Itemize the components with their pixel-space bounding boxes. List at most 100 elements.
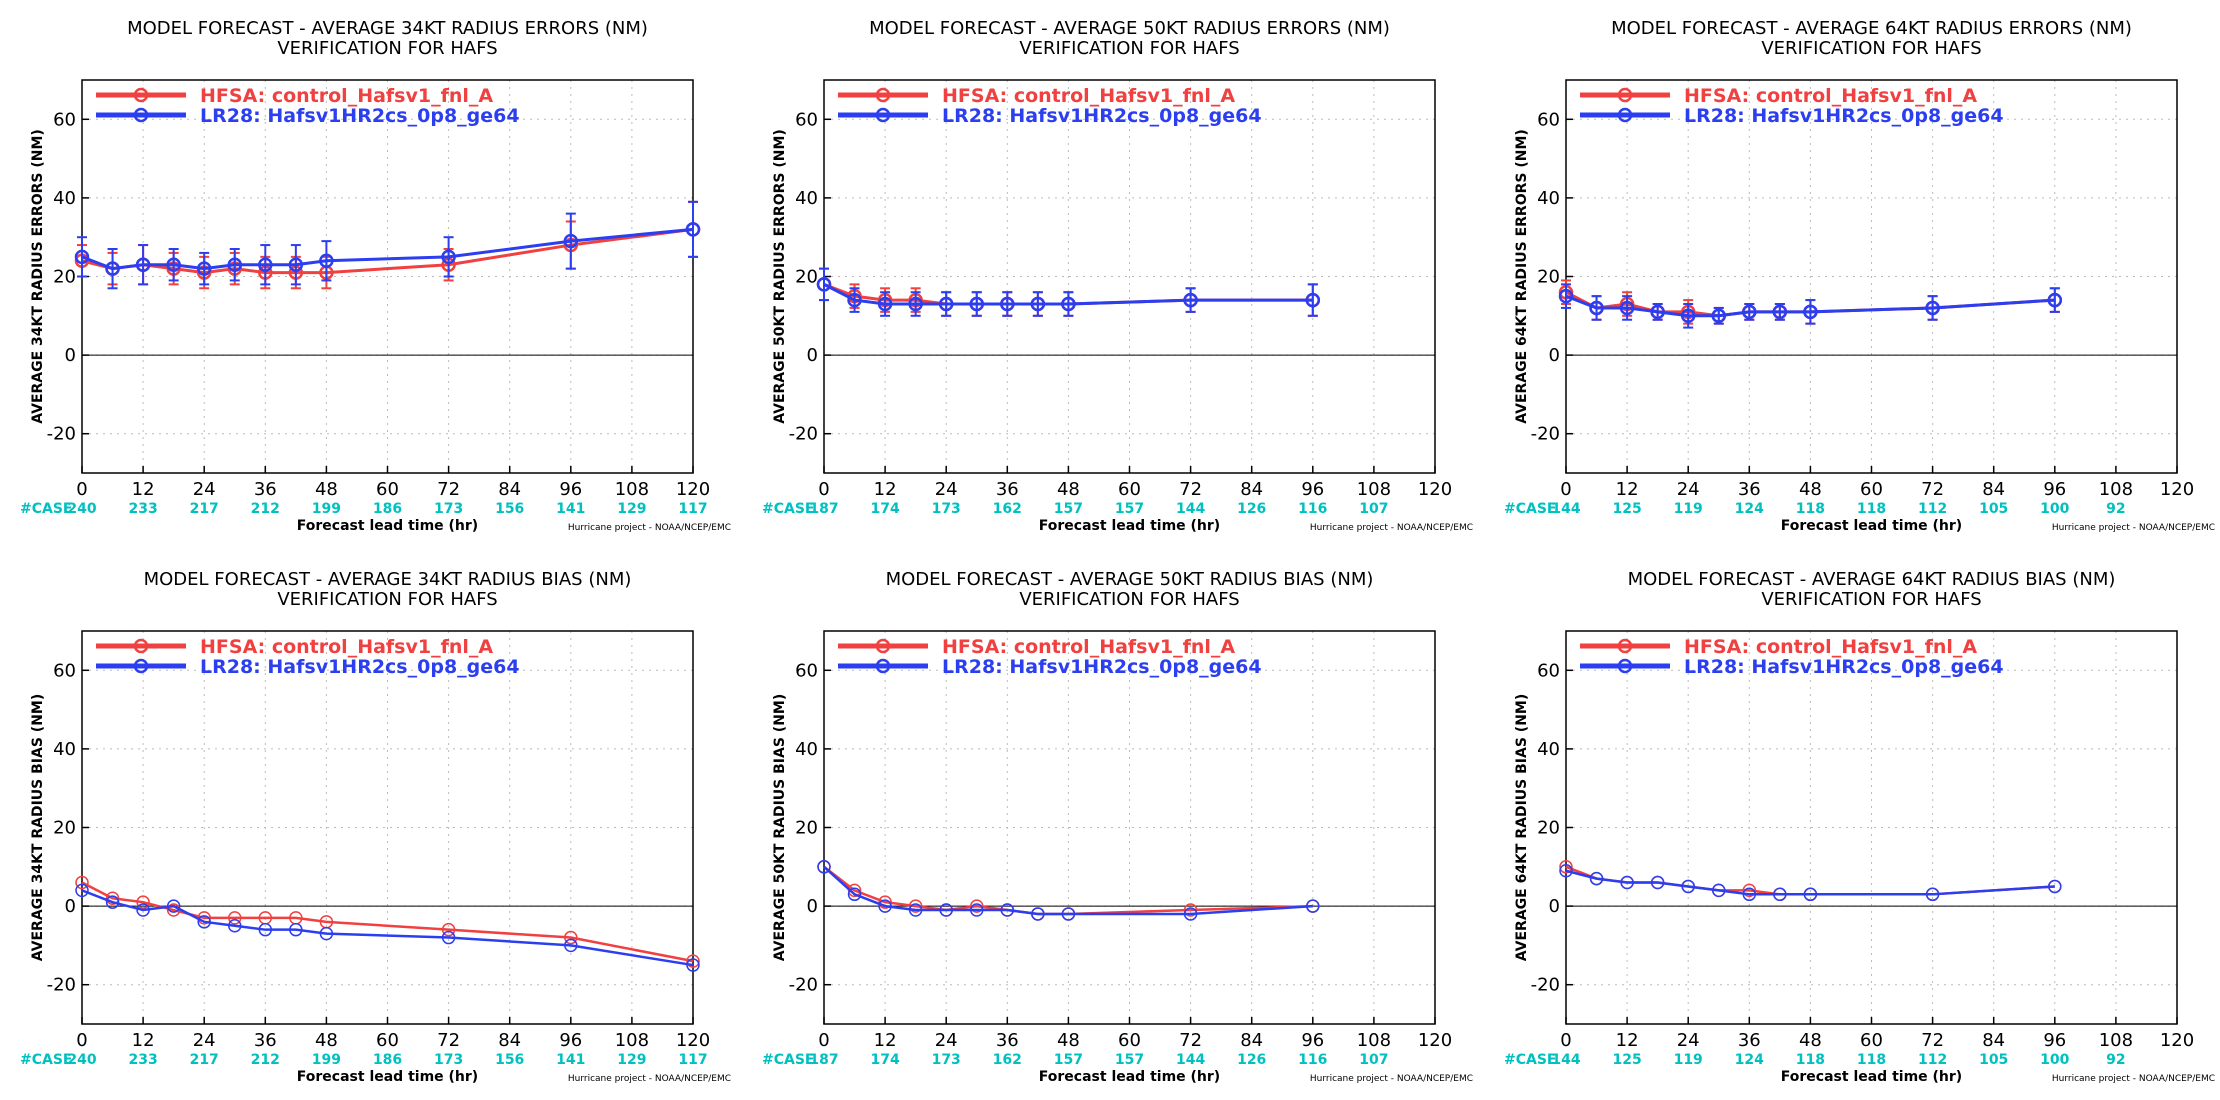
data-point-lr28 [2047, 292, 2063, 308]
series-line-lr28 [81, 889, 694, 967]
y-tick-label: 60 [1537, 109, 1560, 130]
data-point-lr28 [1000, 296, 1015, 312]
case-count: 125 [1612, 501, 1641, 517]
data-point-lr28 [1803, 887, 1818, 902]
x-tick-label: 60 [376, 479, 399, 500]
data-point-lr28 [1680, 308, 1696, 324]
y-tick-label: 60 [1537, 660, 1560, 681]
x-tick-label: 0 [1560, 479, 1571, 500]
data-point-lr28 [75, 883, 89, 898]
legend-marker-lr28 [875, 658, 891, 674]
legend-marker-lr28 [875, 107, 891, 123]
series-line-lr28 [823, 865, 1313, 916]
x-tick-label: 72 [1179, 479, 1202, 500]
chart-subtitle: VERIFICATION FOR HAFS [277, 38, 497, 59]
y-tick-label: 40 [53, 188, 76, 209]
case-count: 126 [1237, 1052, 1266, 1068]
x-tick-label: 36 [1738, 479, 1761, 500]
data-point-lr28 [166, 257, 181, 272]
case-count: 117 [678, 1052, 707, 1068]
data-point-lr28 [908, 296, 923, 312]
legend-marker-hfsa [1617, 87, 1633, 103]
chart-panel: MODEL FORECAST - AVERAGE 34KT RADIUS ERR… [20, 18, 731, 534]
data-point-lr28 [817, 860, 831, 874]
credit-text: Hurricane project - NOAA/NCEP/EMC [568, 1074, 731, 1084]
y-axis-label: AVERAGE 64KT RADIUS ERRORS (NM) [1514, 129, 1530, 424]
data-point-lr28 [258, 257, 273, 272]
data-point-lr28 [1183, 907, 1198, 921]
case-count: 100 [2040, 501, 2069, 517]
series-lr28 [75, 883, 700, 972]
x-tick-label: 48 [315, 479, 338, 500]
credit-text: Hurricane project - NOAA/NCEP/EMC [1310, 523, 1473, 533]
chart-subtitle: VERIFICATION FOR HAFS [1761, 589, 1981, 610]
case-count: 187 [809, 501, 838, 517]
x-tick-label: 60 [1118, 479, 1141, 500]
data-point-lr28 [1650, 304, 1665, 320]
data-point-lr28 [441, 930, 456, 945]
x-tick-label: 24 [1677, 1030, 1700, 1051]
data-point-lr28 [1030, 296, 1046, 312]
x-tick-label: 72 [1179, 1030, 1202, 1051]
data-point-lr28 [228, 919, 242, 933]
x-tick-label: 120 [1418, 1030, 1452, 1051]
case-count: 199 [312, 1052, 341, 1068]
data-point-lr28 [258, 922, 273, 937]
x-tick-label: 36 [1738, 1030, 1761, 1051]
data-point-lr28 [227, 257, 242, 272]
y-tick-label: 20 [1537, 267, 1560, 288]
data-point-lr28 [166, 899, 181, 913]
case-count: 119 [1674, 501, 1703, 517]
data-point-hfsa [75, 875, 89, 890]
x-tick-label: 84 [1982, 1030, 2005, 1051]
y-axis-label: AVERAGE 50KT RADIUS ERRORS (NM) [772, 129, 788, 424]
chart-title: MODEL FORECAST - AVERAGE 64KT RADIUS ERR… [1611, 18, 2132, 39]
case-count: 116 [1298, 501, 1327, 517]
x-tick-label: 120 [1418, 479, 1452, 500]
data-point-hfsa [878, 895, 892, 909]
x-tick-label: 36 [254, 479, 277, 500]
data-point-hfsa [1559, 860, 1573, 874]
case-count: 144 [1551, 1052, 1580, 1068]
x-tick-label: 108 [615, 1030, 649, 1051]
case-count: 126 [1237, 501, 1266, 517]
data-point-hfsa [908, 899, 923, 913]
case-count: 240 [67, 1052, 96, 1068]
data-point-lr28 [1772, 304, 1788, 320]
case-count: 116 [1298, 1052, 1327, 1068]
legend-marker-hfsa [875, 87, 891, 103]
series-line-hfsa [823, 865, 1313, 916]
x-tick-label: 24 [1677, 479, 1700, 500]
series-hfsa [75, 875, 700, 968]
x-tick-label: 24 [935, 479, 958, 500]
case-count: 118 [1857, 501, 1886, 517]
y-tick-label: 0 [1549, 345, 1560, 366]
data-point-lr28 [1925, 300, 1940, 316]
data-point-lr28 [1773, 887, 1787, 902]
data-point-lr28 [289, 922, 303, 937]
data-point-hfsa [686, 954, 700, 968]
x-tick-label: 84 [1240, 479, 1263, 500]
series-lr28 [1558, 283, 2063, 329]
data-point-lr28 [288, 257, 304, 272]
case-row-label: #CASE [1504, 1052, 1557, 1068]
legend-label-hfsa: HFSA: control_Hafsv1_fnl_A [942, 85, 1235, 107]
data-point-lr28 [847, 292, 862, 308]
x-tick-label: 48 [1799, 479, 1822, 500]
data-point-lr28 [1306, 899, 1320, 913]
y-tick-label: -20 [1531, 424, 1560, 445]
case-count: 107 [1359, 501, 1388, 517]
data-point-lr28 [1650, 875, 1665, 890]
y-tick-label: -20 [47, 975, 76, 996]
x-tick-label: 12 [132, 1030, 155, 1051]
case-count: 157 [1054, 501, 1083, 517]
data-point-lr28 [1061, 907, 1076, 921]
x-tick-label: 48 [1057, 1030, 1080, 1051]
data-point-lr28 [1589, 871, 1604, 886]
case-count: 156 [495, 501, 524, 517]
y-tick-label: 60 [53, 109, 76, 130]
case-count: 118 [1857, 1052, 1886, 1068]
